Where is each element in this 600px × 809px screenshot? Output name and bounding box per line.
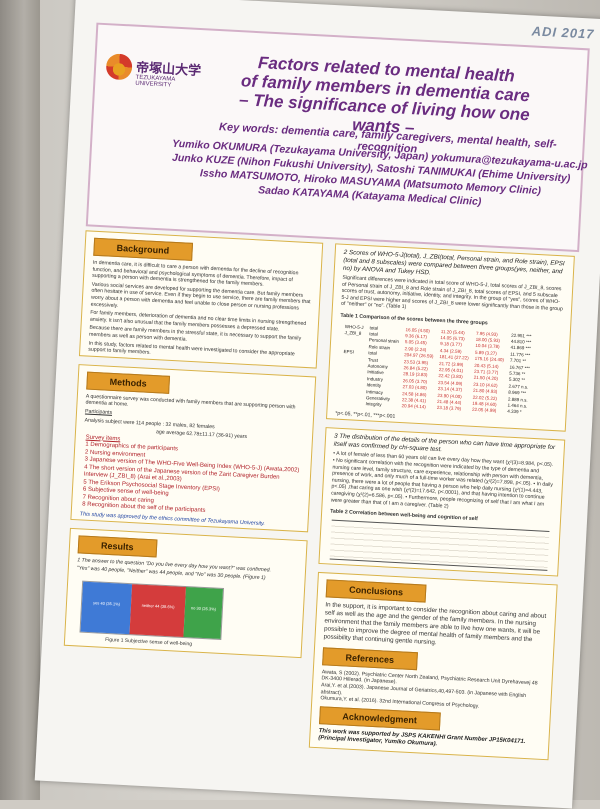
display-pole xyxy=(0,0,40,800)
acknowledgment-text: This work was supported by JSPS KAKENHI … xyxy=(318,727,526,748)
left-column: Background In dementia care, it is diffi… xyxy=(63,230,324,666)
logo-mark-icon xyxy=(105,53,133,81)
chart-segment: neither 44 (38.6%) xyxy=(129,584,187,637)
section-heading: Acknowledgment xyxy=(319,705,441,731)
section-heading: Results xyxy=(77,535,158,558)
title-panel: 帝塚山大学 TEZUKAYAMA UNIVERSITY Factors rela… xyxy=(85,22,590,253)
table-cell: 20.94 (4.14) xyxy=(401,403,426,410)
table-cell xyxy=(338,400,363,408)
comparison-table: WHO-5-J total 16.05 (4.50) 11.20 (5.44) 7.95… xyxy=(338,323,535,416)
well-being-bar-chart: yes 40 (35.1%) neither 44 (38.6%) no 30 (2… xyxy=(79,580,225,640)
background-section: Background In dementia care, it is diffi… xyxy=(78,230,324,369)
section-heading: References xyxy=(322,647,418,670)
conference-label: ADI 2017 xyxy=(531,23,595,42)
research-poster: ADI 2017 帝塚山大学 TEZUKAYAMA UNIVERSITY Fac… xyxy=(34,0,600,809)
chi-square-section: 3 The distribution of the details of the… xyxy=(318,427,566,577)
survey-item-list: 1 Demographics of the participants 2 Nur… xyxy=(72,441,311,521)
section-heading: Methods xyxy=(86,371,171,394)
table-cell: 4.339 * xyxy=(507,409,522,415)
section-heading: Conclusions xyxy=(325,579,427,603)
table-cell: 22.05 (4.99) xyxy=(471,407,497,414)
chart-segment: yes 40 (35.1%) xyxy=(80,581,133,635)
section-heading: Background xyxy=(93,237,193,261)
methods-section: Methods A questionnaire survey was condu… xyxy=(70,363,317,533)
right-column: 2 Scores of WHO-5-J(total), J_ZBI(total,… xyxy=(308,243,575,761)
chart-segment-label: neither 44 (38.6%) xyxy=(141,602,175,610)
university-logo: 帝塚山大学 TEZUKAYAMA UNIVERSITY xyxy=(105,53,202,98)
logo-english-text: TEZUKAYAMA UNIVERSITY xyxy=(135,74,176,89)
conclusions-text: In the support, it is important to consi… xyxy=(323,601,547,646)
chart-segment-label: no 30 (26.3%) xyxy=(190,605,217,612)
chart-segment: no 30 (26.3%) xyxy=(183,586,223,639)
chart-segment-label: yes 40 (35.1%) xyxy=(93,600,121,607)
results-section: Results 1 The answer to the question "Do… xyxy=(63,527,308,659)
conclusions-section: Conclusions In the support, it is import… xyxy=(308,571,558,761)
anova-section: 2 Scores of WHO-5-J(total), J_ZBI(total,… xyxy=(325,243,575,433)
table-cell: 23.18 (3.79) xyxy=(436,405,462,412)
table-cell: Integrity xyxy=(365,401,382,408)
